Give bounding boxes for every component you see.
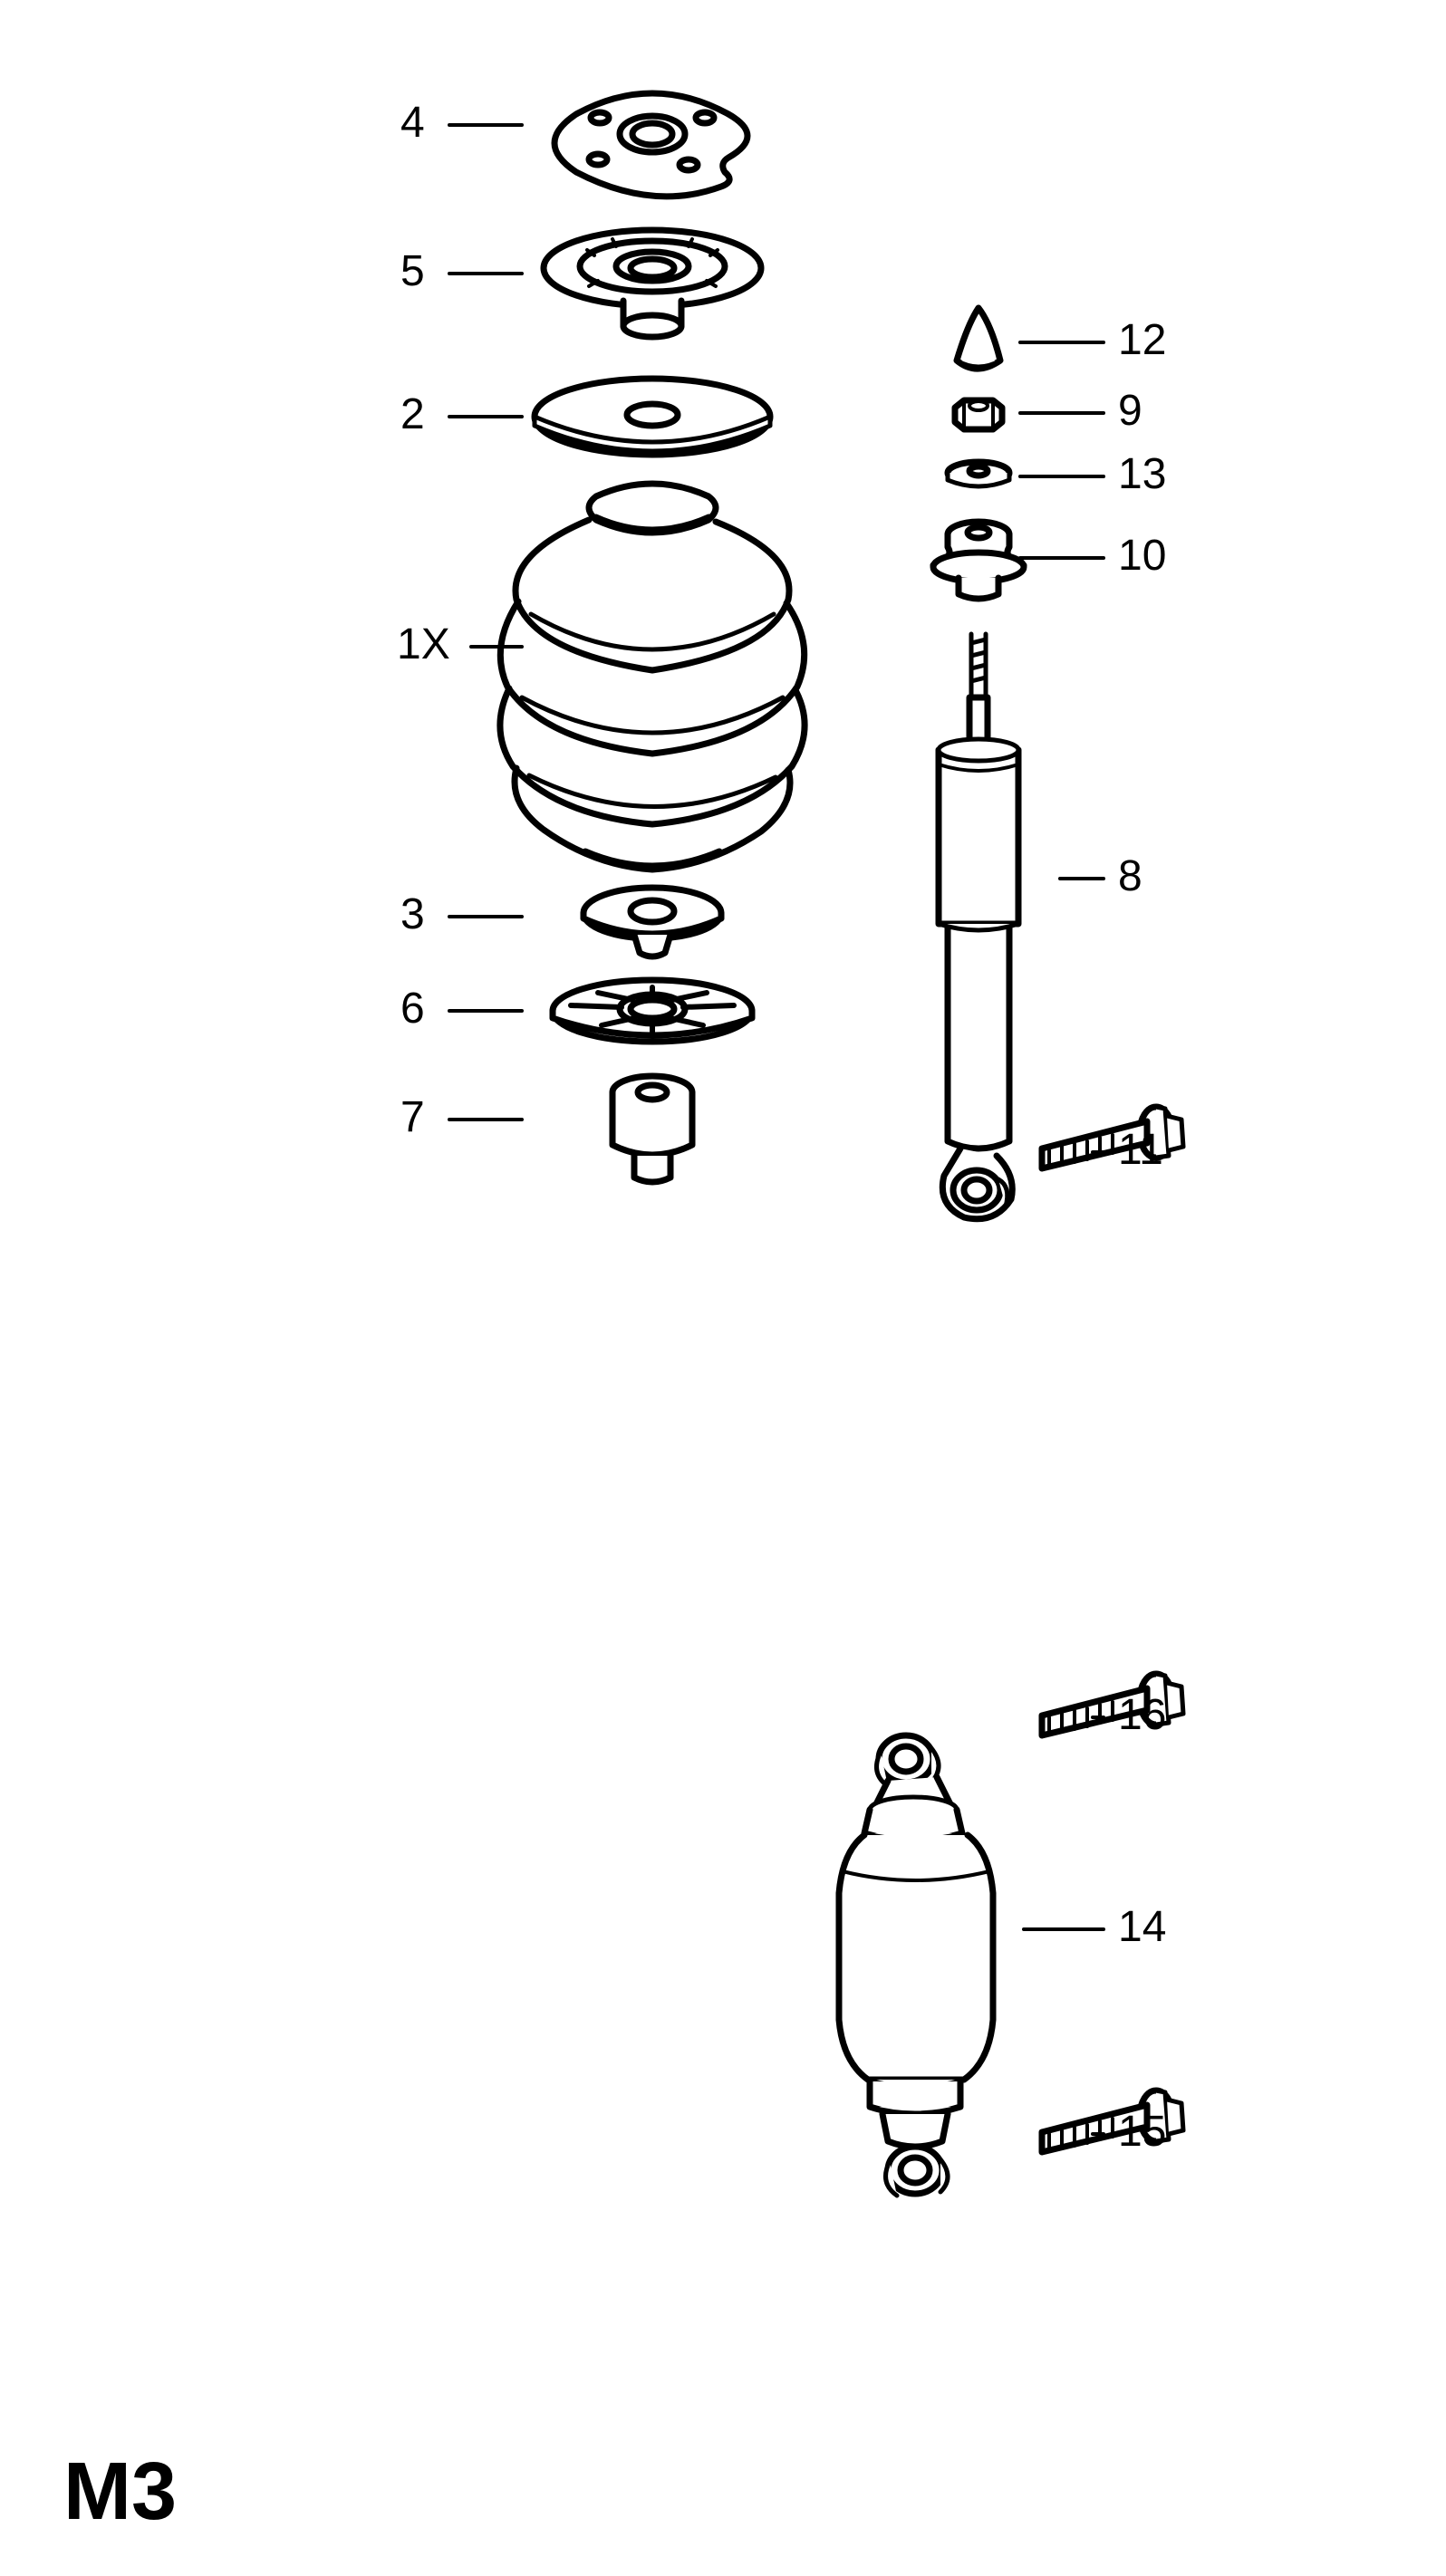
part-6 (553, 980, 752, 1042)
callout-label-c14: 14 (1118, 1906, 1166, 1949)
callout-label-c7: 7 (400, 1096, 425, 1139)
callout-label-c13: 13 (1118, 453, 1166, 496)
callout-label-c12: 12 (1118, 319, 1166, 362)
diagram-svg (0, 0, 1446, 2576)
callout-label-c5: 5 (400, 250, 425, 293)
part-14-damper (839, 1735, 993, 2196)
part-8-shock (939, 634, 1018, 1219)
part-5 (544, 230, 761, 337)
diagram-id: M3 (63, 2446, 177, 2539)
part-7 (612, 1076, 692, 1182)
callout-label-c16: 16 (1118, 1694, 1166, 1737)
callout-label-c3: 3 (400, 893, 425, 937)
callout-label-c15: 15 (1118, 2110, 1166, 2154)
callout-label-c4: 4 (400, 101, 425, 145)
callout-label-c8: 8 (1118, 855, 1142, 899)
part-1x-spring (500, 484, 805, 870)
callout-label-c6: 6 (400, 987, 425, 1031)
callout-label-c1x: 1X (397, 623, 450, 667)
exploded-diagram: 4 5 2 1X 3 6 7 12 9 13 10 8 11 16 14 15 M3 (0, 0, 1446, 2576)
part-4 (554, 93, 747, 197)
callout-label-c11: 11 (1118, 1129, 1163, 1172)
part-3 (583, 888, 721, 956)
part-12 (957, 308, 1000, 369)
part-13 (948, 462, 1009, 486)
part-9 (955, 400, 1002, 429)
callout-label-c2: 2 (400, 393, 425, 437)
callout-label-c9: 9 (1118, 389, 1142, 433)
part-10 (933, 522, 1024, 599)
part-2 (535, 379, 770, 455)
callout-label-c10: 10 (1118, 534, 1166, 578)
